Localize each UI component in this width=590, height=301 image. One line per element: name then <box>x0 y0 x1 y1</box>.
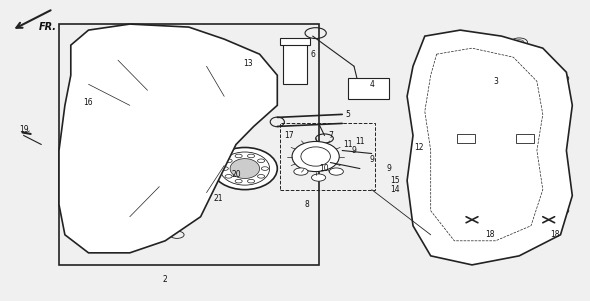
Bar <box>516 134 534 143</box>
Bar <box>283 42 307 84</box>
Bar <box>348 78 389 99</box>
Text: 15: 15 <box>391 176 400 185</box>
Text: 17: 17 <box>284 131 294 140</box>
Circle shape <box>312 174 326 181</box>
Bar <box>59 24 319 265</box>
Circle shape <box>329 168 343 175</box>
Text: 6: 6 <box>310 50 315 59</box>
Circle shape <box>261 167 268 170</box>
Ellipse shape <box>212 147 277 190</box>
Text: 12: 12 <box>414 143 424 152</box>
Circle shape <box>225 175 232 178</box>
Circle shape <box>294 168 308 175</box>
Circle shape <box>235 179 242 183</box>
Circle shape <box>235 154 242 158</box>
Text: 16: 16 <box>84 98 93 107</box>
Text: 11: 11 <box>355 137 365 146</box>
Text: 9: 9 <box>369 155 374 164</box>
Text: 9: 9 <box>352 146 356 155</box>
Text: 14: 14 <box>391 185 400 194</box>
Text: 19: 19 <box>19 125 28 134</box>
Polygon shape <box>59 24 277 253</box>
Text: 5: 5 <box>346 110 350 119</box>
Bar <box>280 38 310 45</box>
Ellipse shape <box>230 159 260 178</box>
Circle shape <box>221 167 228 170</box>
Text: 18: 18 <box>550 230 559 239</box>
Text: 20: 20 <box>231 170 241 179</box>
Text: 10: 10 <box>320 164 329 173</box>
Circle shape <box>248 154 255 158</box>
Bar <box>280 123 375 190</box>
Circle shape <box>248 179 255 183</box>
Bar <box>457 134 475 143</box>
Text: 3: 3 <box>493 77 498 86</box>
Text: 2: 2 <box>163 275 168 284</box>
Text: 13: 13 <box>243 59 253 68</box>
Circle shape <box>258 175 265 178</box>
Text: FR.: FR. <box>38 22 57 32</box>
Polygon shape <box>407 30 572 265</box>
Text: 9: 9 <box>387 164 392 173</box>
Text: 4: 4 <box>369 80 374 89</box>
Circle shape <box>225 159 232 163</box>
Text: 21: 21 <box>214 194 223 203</box>
Ellipse shape <box>292 141 339 172</box>
Text: 11: 11 <box>343 140 353 149</box>
Text: 8: 8 <box>304 200 309 209</box>
Circle shape <box>258 159 265 163</box>
Text: 18: 18 <box>485 230 494 239</box>
Text: 7: 7 <box>328 131 333 140</box>
